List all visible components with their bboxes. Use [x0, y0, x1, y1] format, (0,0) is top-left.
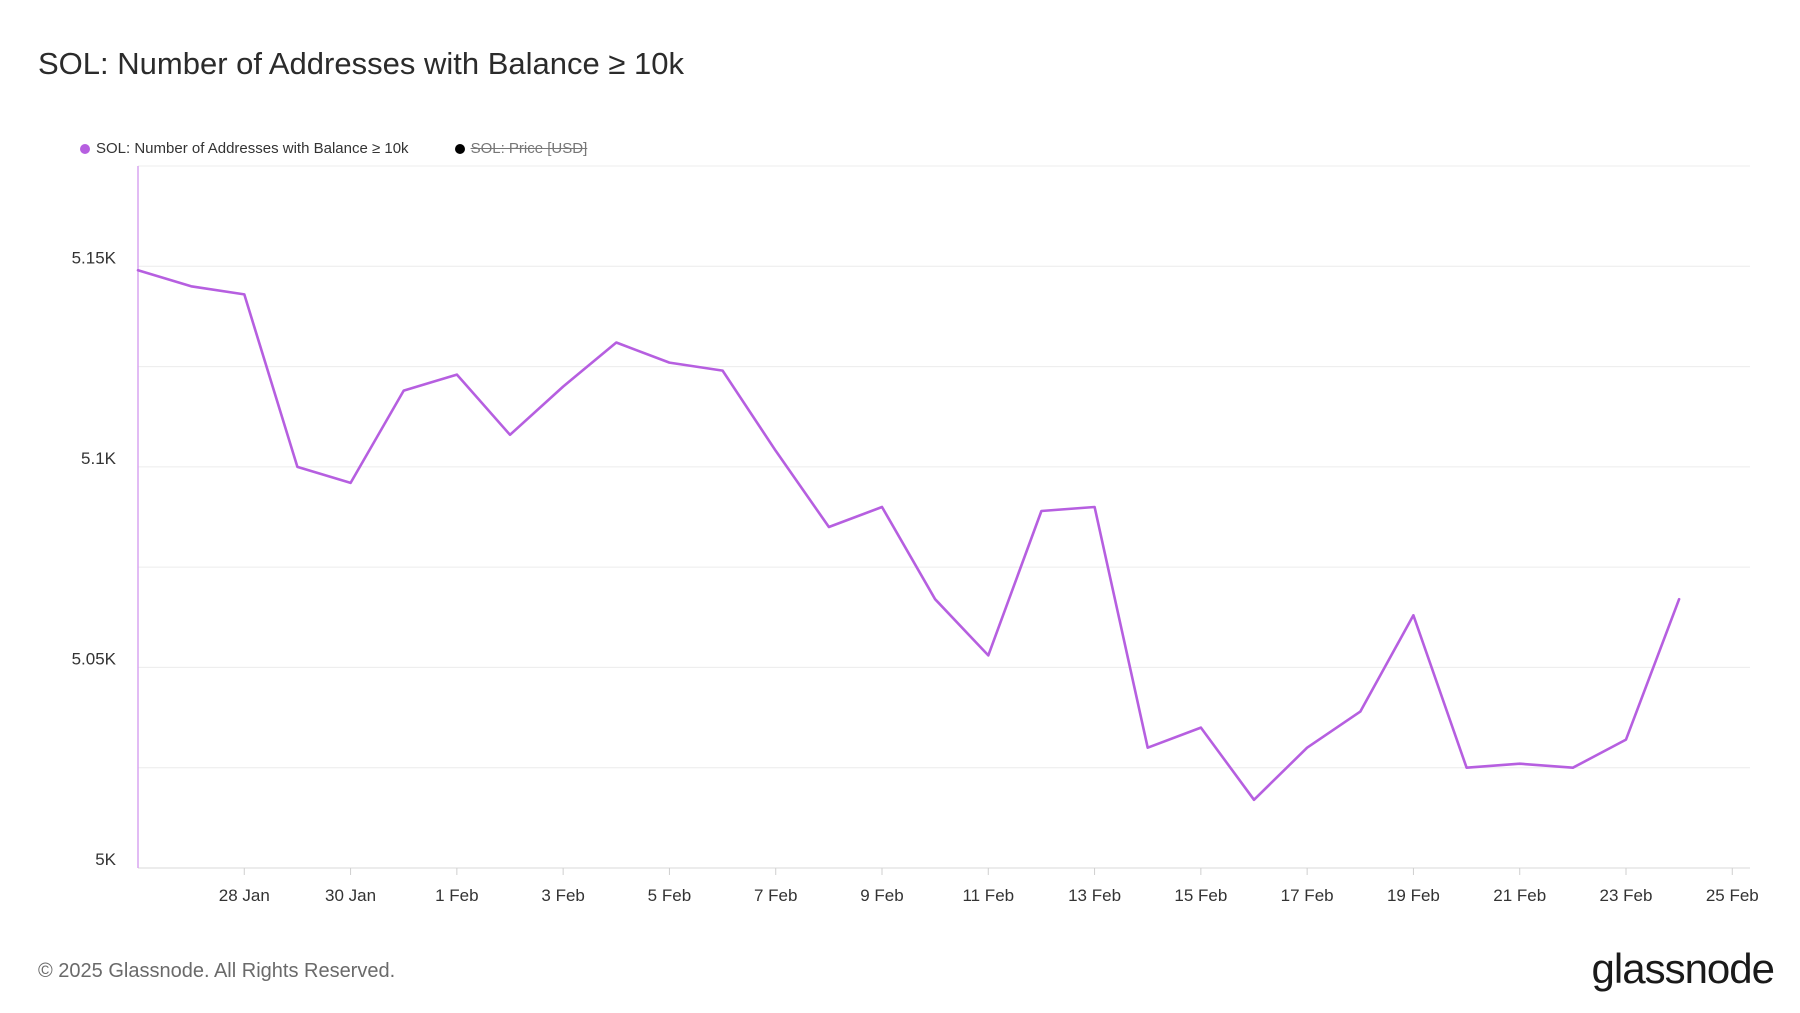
- x-tick-label: 30 Jan: [325, 886, 376, 905]
- copyright-notice: © 2025 Glassnode. All Rights Reserved.: [38, 960, 396, 982]
- x-tick-label: 9 Feb: [860, 886, 903, 905]
- x-tick-label: 25 Feb: [1706, 886, 1759, 905]
- x-tick-label: 11 Feb: [962, 886, 1014, 905]
- y-tick-label: 5.05K: [72, 649, 117, 668]
- y-tick-label: 5K: [95, 850, 116, 869]
- x-tick-label: 15 Feb: [1174, 886, 1227, 905]
- x-tick-label: 28 Jan: [219, 886, 270, 905]
- x-tick-label: 7 Feb: [754, 886, 797, 905]
- chart-legend: SOL: Number of Addresses with Balance ≥ …: [80, 140, 587, 157]
- legend-label-price: SOL: Price [USD]: [470, 140, 588, 157]
- y-tick-label: 5.1K: [81, 449, 117, 468]
- legend-marker-addresses: [80, 143, 90, 154]
- legend-label-addresses: SOL: Number of Addresses with Balance ≥ …: [96, 140, 409, 157]
- series-line-addresses: [136, 268, 1681, 802]
- legend-item-price[interactable]: SOL: Price [USD]: [454, 140, 588, 157]
- legend-item-addresses[interactable]: SOL: Number of Addresses with Balance ≥ …: [80, 140, 409, 157]
- x-tick-label: 19 Feb: [1387, 886, 1440, 905]
- x-tick-label: 5 Feb: [648, 886, 691, 905]
- x-tick-label: 3 Feb: [541, 886, 584, 905]
- x-tick-label: 1 Feb: [435, 886, 478, 905]
- y-tick-label: 5.15K: [72, 248, 117, 267]
- glassnode-logo[interactable]: glassnode: [1591, 945, 1775, 992]
- chart-title: SOL: Number of Addresses with Balance ≥ …: [38, 46, 684, 81]
- x-tick-label: 13 Feb: [1068, 886, 1121, 905]
- x-tick-label: 17 Feb: [1281, 886, 1334, 905]
- x-tick-label: 21 Feb: [1493, 886, 1546, 905]
- x-tick-label: 23 Feb: [1600, 886, 1653, 905]
- legend-marker-price: [454, 143, 465, 154]
